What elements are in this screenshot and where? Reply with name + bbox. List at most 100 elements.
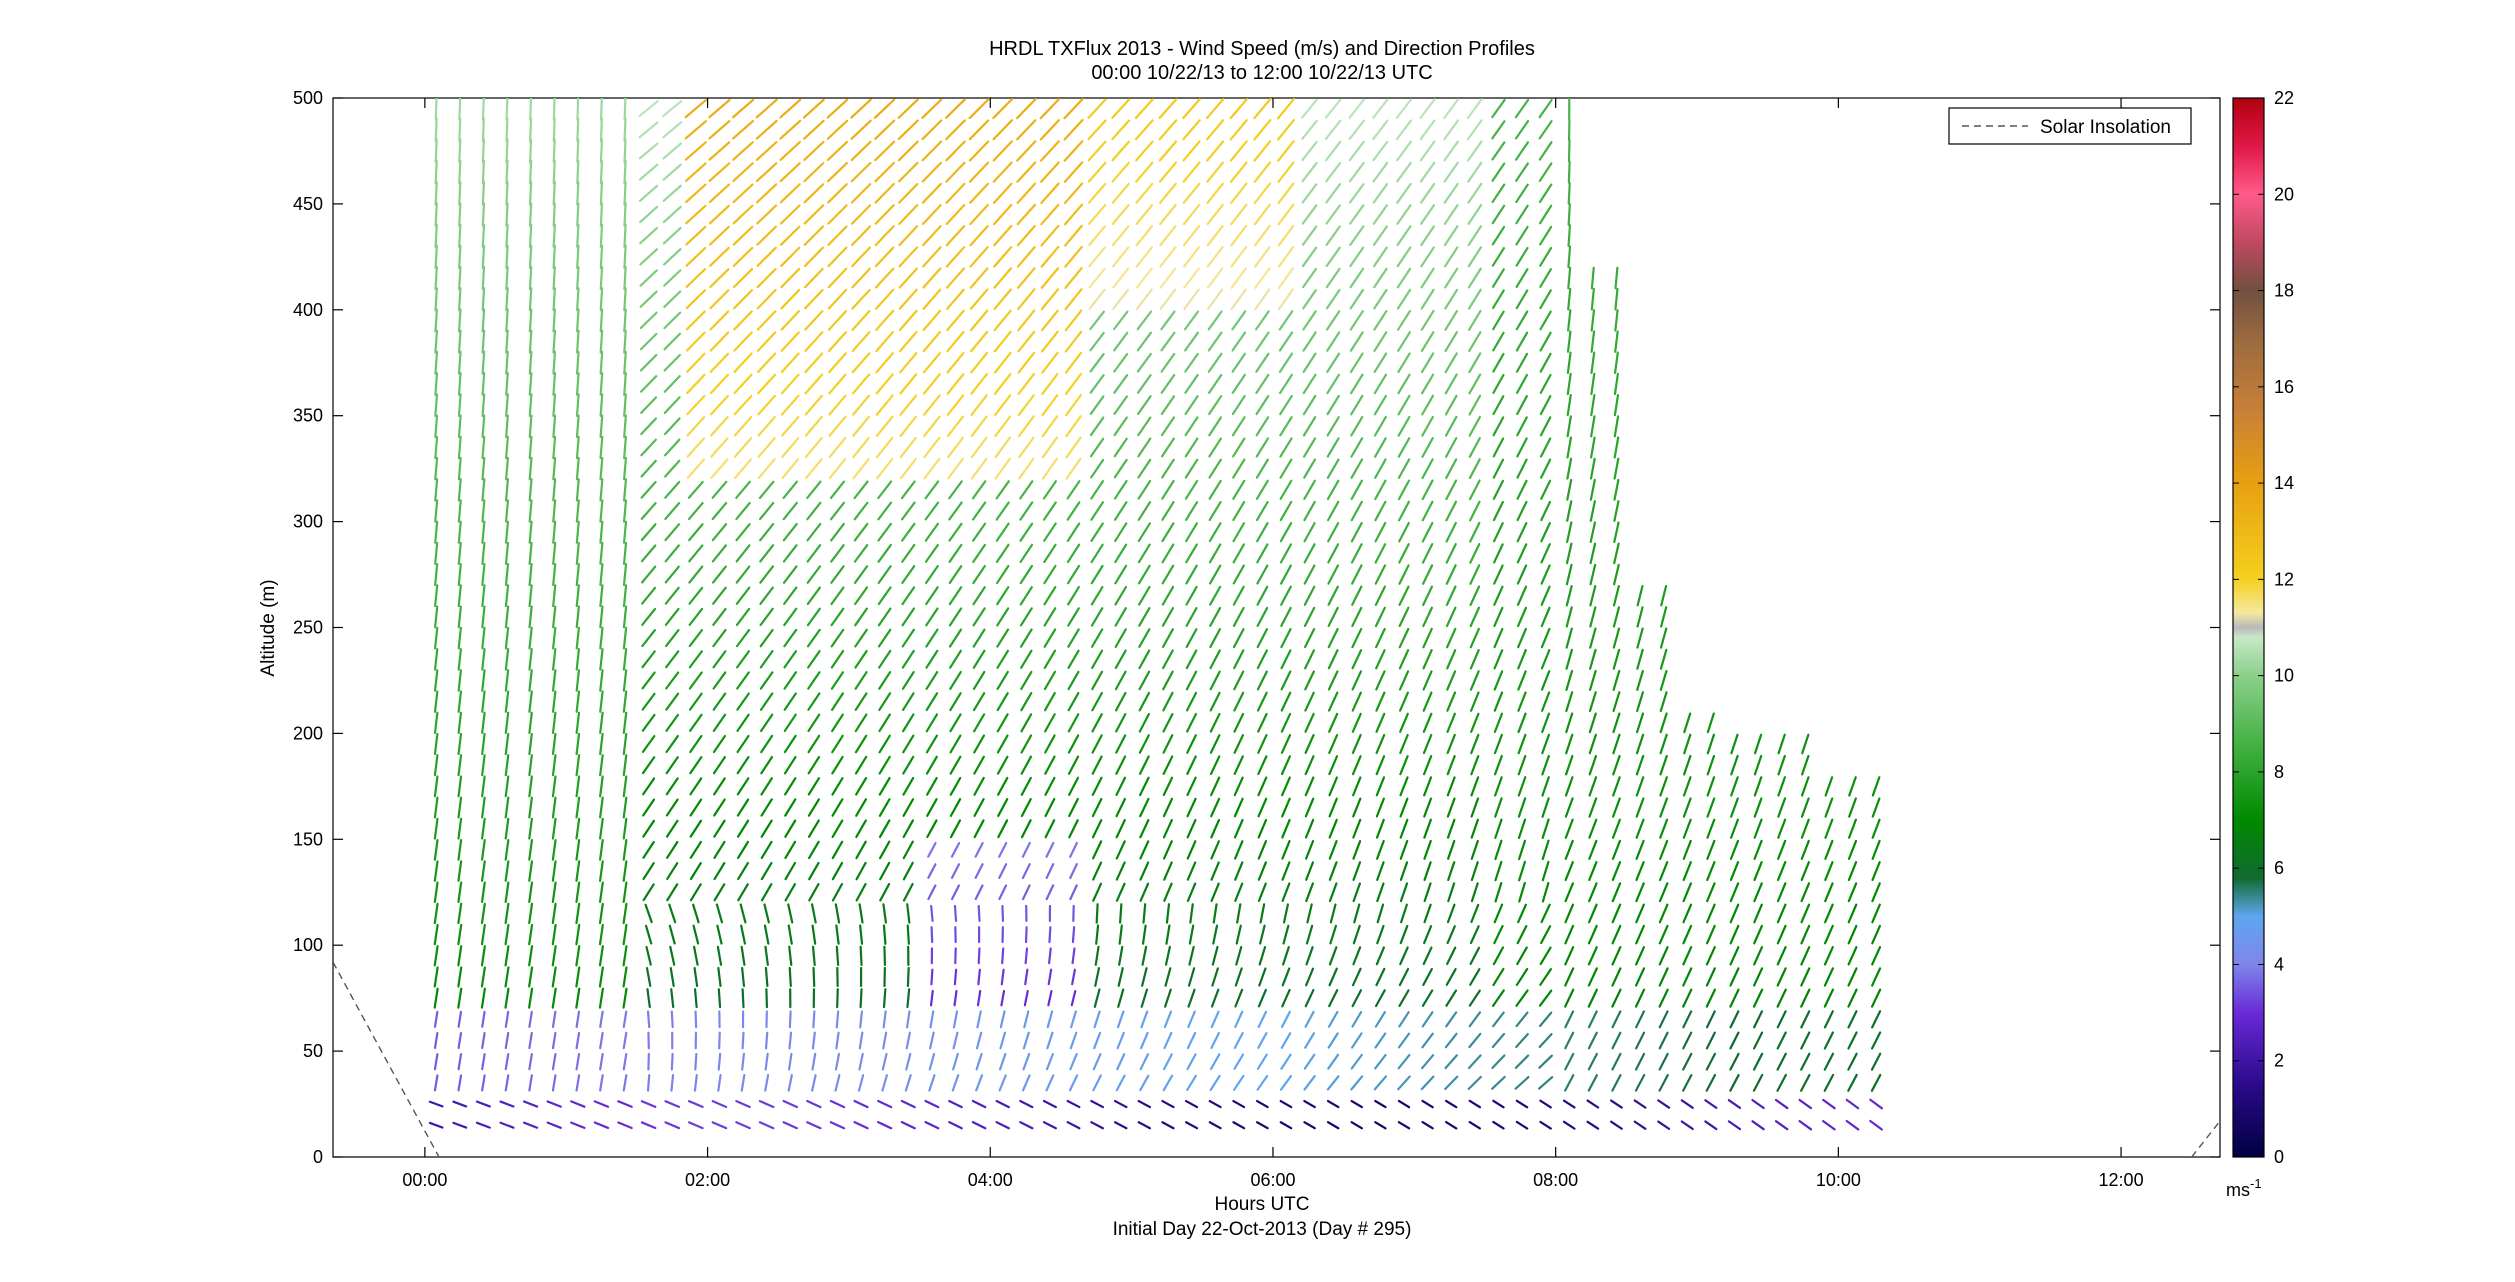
wind-vector (1303, 1053, 1316, 1070)
wind-vector (665, 777, 679, 796)
wind-vector (1113, 479, 1128, 500)
wind-vector (457, 902, 463, 925)
wind-vector (1162, 670, 1174, 691)
wind-vector (1540, 670, 1551, 691)
wind-vector (1063, 119, 1084, 141)
wind-vector (670, 988, 675, 1009)
wind-vector (1253, 119, 1272, 141)
wind-vector (804, 394, 824, 416)
wind-vector (998, 1052, 1007, 1071)
wind-vector (1493, 670, 1504, 691)
wind-vector (1515, 162, 1529, 182)
wind-vector (755, 119, 778, 140)
wind-vector (640, 1121, 657, 1130)
wind-vector (1564, 754, 1574, 776)
wind-vector (1422, 733, 1433, 755)
wind-vector (1822, 1098, 1836, 1110)
wind-vector (1069, 1031, 1078, 1050)
wind-vector (993, 267, 1013, 289)
wind-vector (836, 988, 839, 1009)
wind-vector (1301, 119, 1318, 140)
wind-vector (599, 754, 604, 777)
wind-vector (711, 501, 728, 521)
wind-vector (973, 755, 985, 775)
wind-vector (1067, 670, 1080, 691)
wind-vector (1303, 1075, 1316, 1091)
wind-vector (1276, 98, 1296, 120)
wind-vector (1492, 1011, 1505, 1028)
wind-vector (1397, 415, 1411, 437)
wind-vector (1587, 988, 1598, 1008)
wind-vector (1800, 988, 1811, 1008)
wind-vector (1304, 691, 1315, 712)
wind-vector (1658, 967, 1669, 987)
wind-vector (835, 1010, 840, 1029)
wind-vector (576, 202, 580, 227)
wind-vector (1114, 607, 1127, 627)
wind-vector (457, 647, 463, 671)
wind-vector (1422, 670, 1433, 691)
wind-vector (1421, 989, 1434, 1007)
wind-vector (1040, 182, 1060, 205)
wind-vector (1613, 563, 1620, 586)
wind-vector (1207, 352, 1223, 373)
wind-vector (1398, 989, 1410, 1008)
wind-vector (1468, 1011, 1482, 1028)
wind-vector (1492, 479, 1505, 500)
wind-vector (875, 352, 894, 374)
wind-vector (528, 265, 533, 291)
wind-vector (1517, 797, 1527, 818)
wind-vector (992, 140, 1013, 162)
wind-vector (1682, 1073, 1693, 1092)
wind-vector (1163, 861, 1173, 881)
wind-vector (1705, 1010, 1716, 1029)
wind-vector (457, 860, 463, 882)
wind-vector (906, 1010, 911, 1029)
wind-vector (1729, 861, 1740, 882)
wind-vector (1516, 373, 1529, 394)
wind-vector (642, 777, 656, 796)
wind-vector (1304, 734, 1315, 754)
wind-vector (780, 310, 801, 331)
wind-vector (1064, 330, 1083, 353)
wind-vector (973, 798, 985, 818)
wind-vector (902, 798, 915, 817)
wind-vector (639, 248, 658, 266)
wind-vector (1824, 882, 1834, 903)
wind-vector (717, 1074, 722, 1092)
wind-vector (945, 140, 966, 162)
wind-vector (760, 798, 773, 817)
colorbar-tick-label: 14 (2274, 473, 2294, 493)
wind-vector (1043, 522, 1057, 542)
wind-vector (528, 223, 533, 248)
wind-vector (1444, 1099, 1458, 1109)
wind-vector (662, 121, 683, 139)
wind-vector (1822, 1119, 1836, 1131)
wind-vector (1040, 288, 1060, 311)
wind-vector (1468, 437, 1481, 458)
wind-vector (666, 840, 679, 859)
wind-vector (1376, 903, 1385, 924)
wind-vector (756, 225, 777, 246)
wind-vector (1372, 98, 1389, 119)
wind-vector (1024, 968, 1029, 986)
wind-vector (1419, 182, 1436, 204)
wind-vector (1350, 1032, 1363, 1049)
wind-vector (1067, 755, 1080, 775)
wind-vector (1491, 1075, 1506, 1090)
wind-vector (1303, 606, 1316, 628)
wind-vector (1397, 458, 1411, 479)
wind-vector (1067, 585, 1080, 606)
wind-vector (1540, 903, 1551, 924)
wind-vector (854, 628, 868, 648)
wind-vector (1016, 140, 1037, 162)
wind-vector (623, 329, 627, 354)
wind-vector (622, 754, 628, 777)
colorbar-tick-label: 2 (2274, 1051, 2284, 1071)
wind-vector (921, 140, 943, 162)
wind-vector (1614, 351, 1619, 374)
wind-vector (855, 882, 867, 902)
wind-vector (1518, 860, 1526, 882)
wind-vector (1301, 140, 1318, 162)
wind-vector (641, 607, 657, 626)
